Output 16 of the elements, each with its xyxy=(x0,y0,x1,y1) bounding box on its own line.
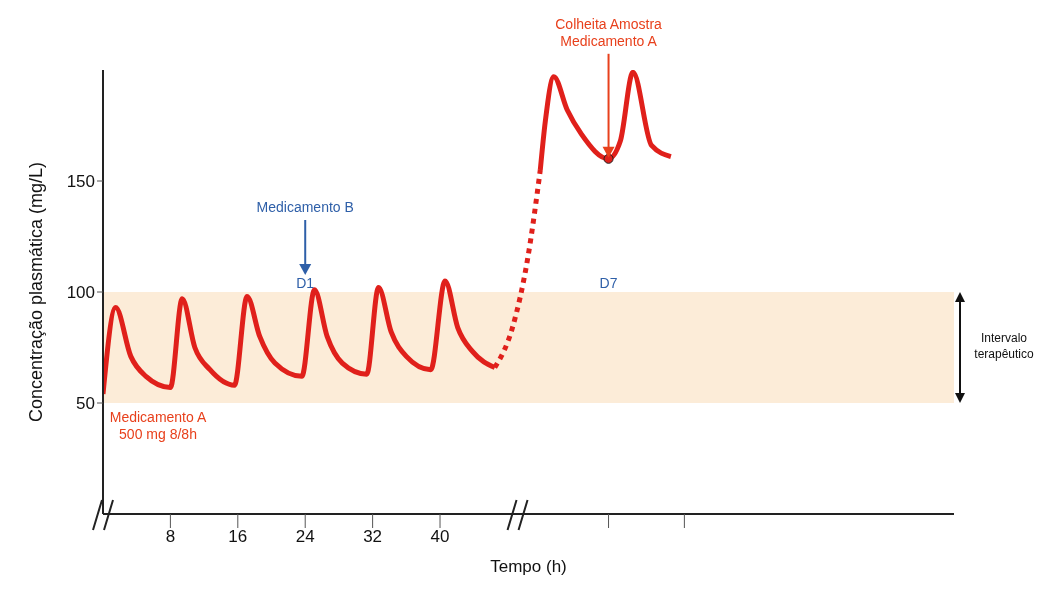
y-tick-label: 100 xyxy=(66,283,95,303)
band-label: Intervalo terapêutico xyxy=(974,330,1035,361)
x-tick-label: 40 xyxy=(430,527,450,547)
x-tick-label: 8 xyxy=(165,527,176,547)
x-axis-title: Tempo (h) xyxy=(490,557,567,576)
annotation: Medicamento B xyxy=(256,199,354,215)
annotation: D7 xyxy=(599,275,618,291)
y-tick-label: 50 xyxy=(76,394,95,414)
x-tick-label: 16 xyxy=(228,527,248,547)
y-axis-title: Concentração plasmática (mg/L) xyxy=(26,161,47,423)
x-tick-label: 24 xyxy=(295,527,315,547)
y-tick-label: 150 xyxy=(66,172,95,192)
annotation: Medicamento A 500 mg 8/8h xyxy=(109,409,207,443)
x-tick-label: 32 xyxy=(363,527,383,547)
annotation: D1 xyxy=(296,275,315,291)
text: Colheita Amostra Medicamento A xyxy=(555,15,663,49)
